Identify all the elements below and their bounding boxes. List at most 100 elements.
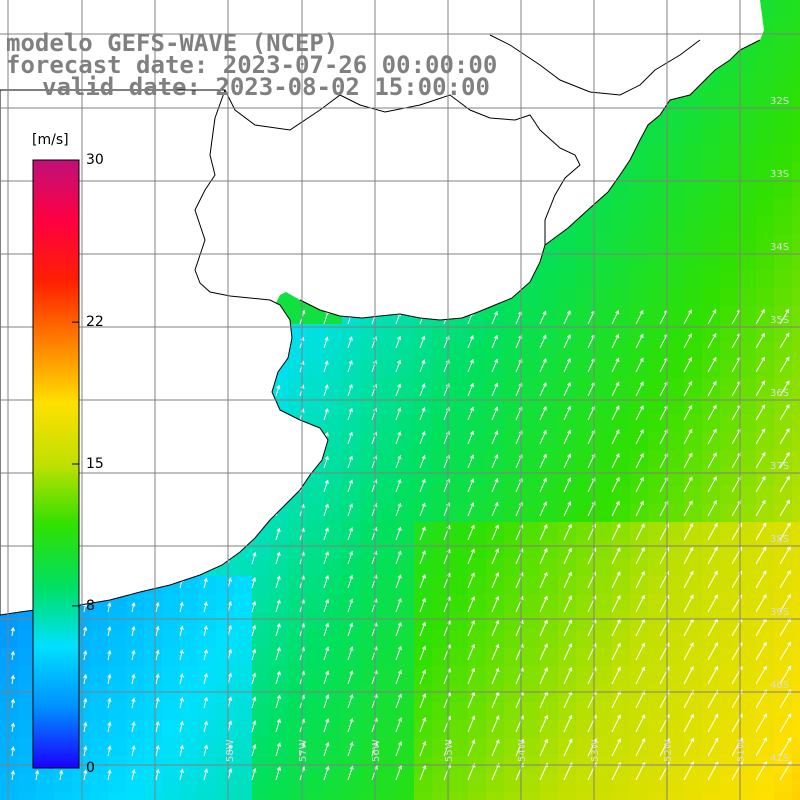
wind-speed-cell — [378, 576, 397, 595]
wind-speed-cell — [342, 594, 361, 613]
wind-speed-cell — [414, 792, 433, 800]
wind-speed-cell — [198, 720, 217, 739]
wind-arrow — [395, 359, 402, 373]
wind-speed-cell — [630, 720, 649, 739]
wind-arrow — [323, 479, 329, 493]
wind-speed-cell — [630, 504, 649, 523]
wind-speed-cell — [324, 450, 343, 469]
wind-speed-cell — [234, 774, 253, 793]
wind-arrow — [755, 451, 766, 469]
wind-speed-cell — [774, 630, 793, 649]
wind-speed-cell — [792, 252, 800, 271]
colorbar-bar — [32, 159, 80, 769]
land-uruguay-brazil — [0, 0, 764, 320]
wind-speed-cell — [342, 414, 361, 433]
wind-speed-cell — [792, 108, 800, 127]
wind-speed-cell — [396, 558, 415, 577]
wind-speed-cell — [738, 684, 757, 703]
wind-speed-cell — [684, 720, 703, 739]
wind-arrow — [203, 577, 208, 589]
wind-speed-cell — [720, 108, 739, 127]
wind-speed-cell — [684, 216, 703, 235]
wind-speed-cell — [666, 432, 685, 451]
wind-arrow — [251, 696, 257, 709]
wind-speed-cell — [576, 720, 595, 739]
wind-arrow — [635, 714, 646, 733]
wind-arrow — [107, 721, 112, 733]
wind-arrow — [83, 650, 88, 661]
wind-speed-cell — [468, 504, 487, 523]
wind-speed-cell — [324, 576, 343, 595]
wind-speed-cell — [666, 612, 685, 631]
wind-speed-cell — [720, 486, 739, 505]
wind-speed-cell — [540, 504, 559, 523]
wind-speed-cell — [342, 576, 361, 595]
wind-speed-cell — [630, 450, 649, 469]
wind-speed-cell — [792, 558, 800, 577]
wind-speed-cell — [630, 630, 649, 649]
wind-arrow — [347, 455, 354, 469]
wind-speed-cell — [432, 684, 451, 703]
wind-speed-cell — [342, 540, 361, 559]
wind-speed-cell — [360, 666, 379, 685]
wind-speed-cell — [720, 648, 739, 667]
wind-speed-cell — [774, 774, 793, 793]
wind-speed-cell — [684, 594, 703, 613]
wind-speed-cell — [738, 486, 757, 505]
wind-arrow — [707, 665, 719, 685]
wind-speed-cell — [630, 540, 649, 559]
wind-arrow — [131, 673, 136, 685]
wind-speed-cell — [774, 702, 793, 721]
wind-arrow — [347, 431, 353, 445]
wind-speed-cell — [450, 702, 469, 721]
wind-speed-cell — [612, 720, 631, 739]
wind-speed-cell — [774, 288, 793, 307]
wind-speed-cell — [324, 360, 343, 379]
wind-speed-cell — [468, 540, 487, 559]
wind-speed-cell — [594, 738, 613, 757]
wind-speed-cell — [684, 414, 703, 433]
wind-speed-cell — [126, 720, 145, 739]
wind-speed-cell — [540, 612, 559, 631]
wind-speed-cell — [684, 666, 703, 685]
wind-speed-cell — [702, 360, 721, 379]
wind-speed-cell — [684, 774, 703, 793]
wind-speed-cell — [612, 414, 631, 433]
wind-speed-cell — [162, 774, 181, 793]
wind-arrow — [779, 593, 791, 613]
wind-speed-cell — [234, 630, 253, 649]
wind-speed-cell — [396, 648, 415, 667]
wind-speed-cell — [468, 360, 487, 379]
wind-speed-cell — [684, 198, 703, 217]
wind-arrow — [203, 672, 208, 685]
wind-speed-cell — [432, 792, 451, 800]
wind-arrow — [611, 666, 621, 685]
wind-speed-cell — [540, 450, 559, 469]
wind-arrow — [395, 598, 402, 613]
wind-arrow — [179, 601, 184, 613]
wind-speed-cell — [666, 792, 685, 800]
wind-speed-cell — [576, 504, 595, 523]
wind-arrow — [707, 452, 717, 469]
wind-speed-cell — [504, 396, 523, 415]
wind-speed-cell — [738, 126, 757, 145]
wind-arrow — [755, 522, 767, 541]
wind-speed-cell — [216, 648, 235, 667]
wind-arrow — [419, 693, 427, 709]
wind-speed-cell — [270, 648, 289, 667]
wind-arrow — [491, 524, 500, 541]
wind-speed-cell — [702, 234, 721, 253]
wind-speed-cell — [738, 630, 757, 649]
wind-arrow — [707, 500, 717, 517]
wind-speed-cell — [612, 252, 631, 271]
wind-speed-cell — [450, 450, 469, 469]
wind-arrow — [347, 646, 354, 661]
wind-speed-cell — [54, 774, 73, 793]
wind-speed-cell — [648, 126, 667, 145]
wind-speed-cell — [306, 558, 325, 577]
longitude-label: 53W — [590, 739, 601, 762]
wind-speed-cell — [486, 486, 505, 505]
wind-speed-cell — [450, 558, 469, 577]
wind-speed-cell — [450, 504, 469, 523]
wind-speed-cell — [702, 702, 721, 721]
